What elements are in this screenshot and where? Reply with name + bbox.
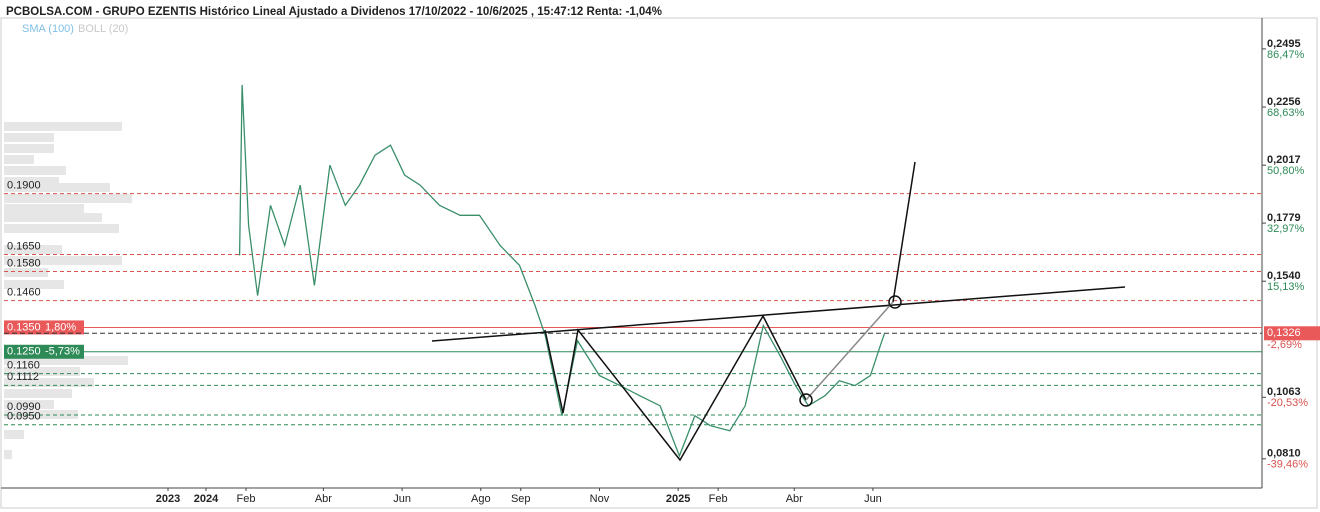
y-tick-change: -20,53% bbox=[1267, 397, 1308, 409]
level-label: 0.1460 bbox=[7, 287, 41, 299]
level-label: 0.1112 bbox=[7, 371, 39, 383]
x-tick-label: 2023 bbox=[156, 493, 180, 505]
last-price-box bbox=[1264, 326, 1320, 341]
indicator-label: BOLL (20) bbox=[78, 23, 128, 35]
indicator-label: SMA (100) bbox=[22, 23, 74, 35]
x-tick-label: Feb bbox=[237, 493, 256, 505]
level-label: 0.1250 bbox=[7, 346, 41, 358]
y-tick-label: 0,2017 bbox=[1267, 154, 1301, 166]
x-tick-label: Sep bbox=[511, 493, 531, 505]
level-label: 0.0990 bbox=[7, 401, 41, 413]
level-label: 0.1350 bbox=[7, 321, 41, 333]
y-tick-change: 86,47% bbox=[1267, 49, 1305, 61]
y-tick-change: 50,80% bbox=[1267, 165, 1305, 177]
y-tick-label: 0,1779 bbox=[1267, 212, 1301, 224]
frame bbox=[0, 17, 1318, 509]
level-change: -5,73% bbox=[45, 346, 80, 358]
volume-profile bbox=[4, 122, 132, 459]
x-tick-label: Abr bbox=[786, 493, 803, 505]
x-tick-label: Nov bbox=[590, 493, 610, 505]
level-label: 0.1900 bbox=[7, 180, 41, 192]
x-tick-label: 2024 bbox=[194, 493, 219, 505]
level-change: 1,80% bbox=[45, 321, 76, 333]
chart-title: PCBOLSA.COM - GRUPO EZENTIS Histórico Li… bbox=[6, 6, 662, 18]
level-label: 0.0950 bbox=[7, 411, 41, 423]
y-tick-label: 0,2495 bbox=[1267, 38, 1301, 50]
y-tick-label: 0,0810 bbox=[1267, 448, 1301, 460]
x-tick-label: Abr bbox=[315, 493, 332, 505]
level-label: 0.1650 bbox=[7, 240, 41, 252]
y-tick-label: 0,2256 bbox=[1267, 96, 1301, 108]
y-tick-change: 15,13% bbox=[1267, 281, 1305, 293]
y-tick-change: 32,97% bbox=[1267, 223, 1305, 235]
x-tick-label: Jun bbox=[864, 493, 882, 505]
price-line bbox=[238, 84, 886, 458]
y-tick-change: -39,46% bbox=[1267, 459, 1308, 471]
y-tick-label: 0,1540 bbox=[1267, 270, 1301, 282]
level-box bbox=[4, 344, 84, 359]
pattern-drawing bbox=[431, 161, 1126, 462]
level-box bbox=[4, 320, 84, 335]
y-tick-change: 68,63% bbox=[1267, 107, 1305, 119]
y-tick-label: 0,1063 bbox=[1267, 386, 1301, 398]
x-tick-label: 2025 bbox=[666, 493, 690, 505]
level-label: 0.1160 bbox=[7, 360, 40, 372]
last-price-change: -2,69% bbox=[1267, 339, 1302, 351]
x-tick-label: Jun bbox=[393, 493, 411, 505]
x-tick-label: Feb bbox=[709, 493, 728, 505]
level-label: 0.1580 bbox=[7, 257, 41, 269]
x-tick-label: Ago bbox=[471, 493, 491, 505]
last-price-label: 0,1326 bbox=[1267, 327, 1301, 339]
